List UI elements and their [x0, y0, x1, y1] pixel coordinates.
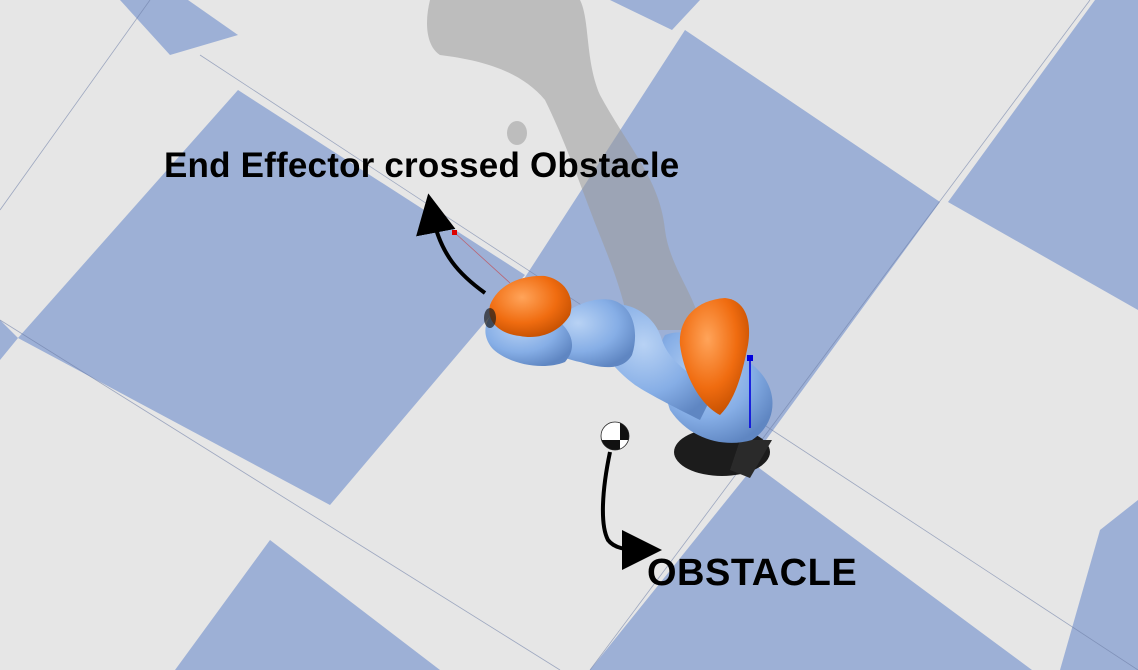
floor-tile	[610, 0, 700, 30]
end-effector	[484, 308, 496, 328]
robot-arm	[484, 275, 773, 443]
obstacle-label: OBSTACLE	[647, 552, 858, 594]
floor-tile	[175, 540, 440, 670]
z-axis-indicator	[747, 355, 753, 361]
floor-tile	[18, 90, 525, 505]
curved-arrow-icon	[600, 451, 662, 570]
floor-tile	[0, 320, 18, 360]
robot-joint	[489, 275, 572, 338]
curved-arrow-icon	[416, 193, 487, 295]
floor-tile	[590, 465, 1032, 670]
target-marker	[452, 230, 457, 235]
end-effector-path	[454, 232, 511, 284]
robot-shadow	[507, 121, 527, 145]
floor-tile	[1060, 500, 1138, 670]
floor-tile	[948, 0, 1138, 310]
robot-joint	[679, 298, 750, 415]
robot-shadow	[427, 0, 700, 330]
end-effector-label: End Effector crossed Obstacle	[164, 146, 680, 185]
floor-tile	[120, 0, 238, 55]
checkered-sphere-icon[interactable]	[600, 421, 630, 451]
